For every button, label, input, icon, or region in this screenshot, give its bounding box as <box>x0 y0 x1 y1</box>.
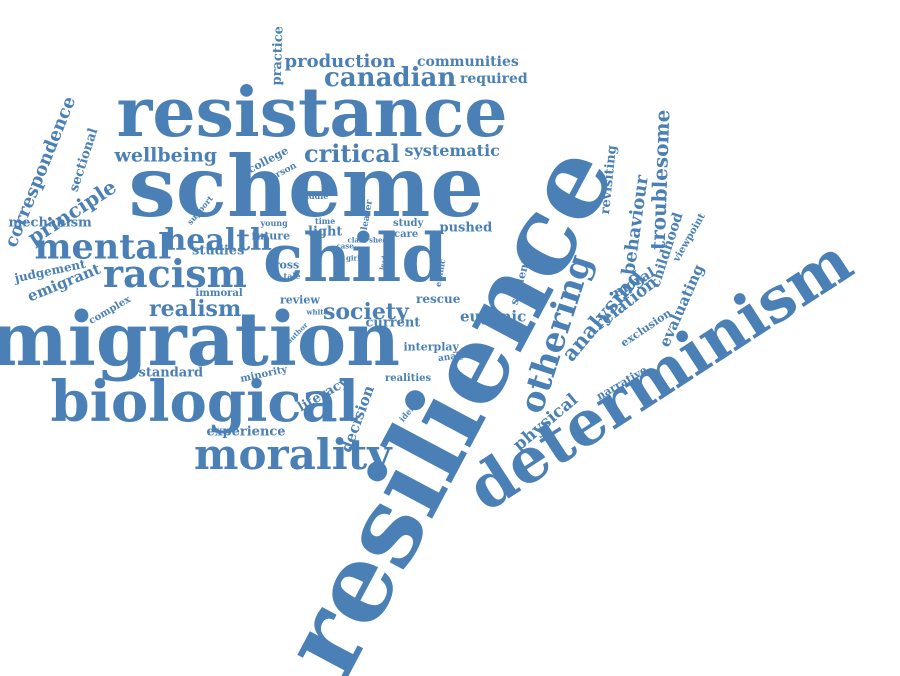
word-critical: critical <box>304 139 400 168</box>
word-realities: realities <box>385 373 432 384</box>
word-migration: migration <box>0 297 401 383</box>
word-young: young <box>260 218 288 228</box>
word-white: white <box>306 307 328 317</box>
word-light: light <box>308 224 343 240</box>
word-society: society <box>323 299 409 325</box>
word-standard: standard <box>138 365 204 381</box>
word-experience: experience <box>206 424 286 440</box>
word-future: future <box>251 229 291 243</box>
word-pushed: pushed <box>439 220 493 236</box>
word-rescue: rescue <box>416 292 461 306</box>
word-review: review <box>280 293 320 307</box>
word-current: current <box>365 315 421 331</box>
word-tale: tale <box>283 271 301 281</box>
word-eugenic: eugenic <box>460 307 527 326</box>
word-communities: communities <box>417 54 519 70</box>
word-realism: realism <box>149 296 242 322</box>
word-interplay: interplay <box>403 340 459 354</box>
word-morality: morality <box>194 430 392 479</box>
word-middle: middle <box>297 191 329 201</box>
word-racism: racism <box>103 251 247 296</box>
word-cross: cross <box>267 258 300 272</box>
word-studies: studies <box>192 243 245 259</box>
word-biological: biological <box>50 369 360 435</box>
word-wellbeing: wellbeing <box>114 144 218 167</box>
word-child: child <box>263 219 448 297</box>
word-required: required <box>460 71 528 87</box>
word-mental: mental <box>34 226 172 268</box>
word-canadian: canadian <box>324 63 457 93</box>
word-class: class <box>347 235 367 245</box>
word-girl: girl <box>346 253 360 263</box>
word-mechanism: mechanism <box>8 215 92 231</box>
word-care: care <box>394 229 419 240</box>
word-health: health <box>164 223 272 258</box>
word-case: case <box>336 241 354 251</box>
word-scheme: scheme <box>128 137 484 236</box>
word-practice: practice <box>269 25 287 86</box>
word-systematic: systematic <box>404 141 500 160</box>
word-time: time <box>315 216 336 226</box>
word-shed: shed <box>369 235 388 245</box>
word-production: production <box>284 51 396 72</box>
word-study: study <box>393 218 424 229</box>
word-immoral: immoral <box>195 288 243 299</box>
word-resistance: resistance <box>116 73 508 153</box>
